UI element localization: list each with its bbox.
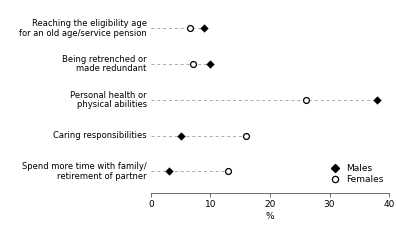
X-axis label: %: % <box>266 212 274 221</box>
Point <box>243 134 249 138</box>
Point <box>187 27 193 30</box>
Point <box>189 62 196 66</box>
Point <box>303 98 309 102</box>
Point <box>225 170 231 173</box>
Point <box>166 170 172 173</box>
Point <box>374 98 380 102</box>
Point <box>201 27 208 30</box>
Legend: Males, Females: Males, Females <box>325 164 385 185</box>
Point <box>177 134 184 138</box>
Point <box>207 62 214 66</box>
